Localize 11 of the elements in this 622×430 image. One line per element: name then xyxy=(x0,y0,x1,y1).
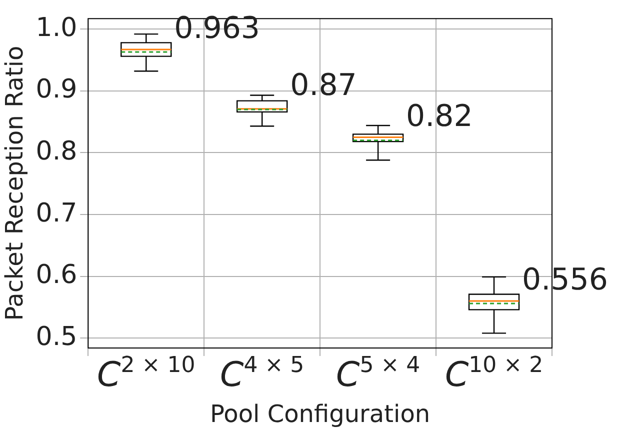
y-tick-label: 0.7 xyxy=(36,198,78,228)
y-tick-label: 0.5 xyxy=(36,322,78,352)
x-axis-title: Pool Configuration xyxy=(210,400,430,428)
y-tick-label: 0.9 xyxy=(36,74,78,105)
y-tick-label: 0.6 xyxy=(36,260,78,290)
annotation: 0.82 xyxy=(406,99,473,134)
annotation: 0.963 xyxy=(174,10,260,46)
annotation: 0.87 xyxy=(290,68,357,104)
y-tick-label: 1.0 xyxy=(36,12,78,43)
y-tick-label: 0.8 xyxy=(36,136,78,166)
y-axis-title: Packet Reception Ratio xyxy=(0,46,29,321)
